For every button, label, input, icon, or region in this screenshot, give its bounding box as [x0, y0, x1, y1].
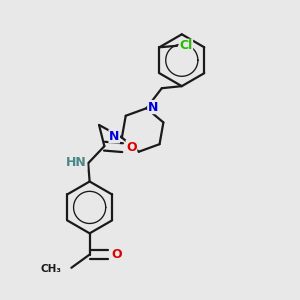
Text: HN: HN — [66, 156, 87, 169]
Text: Cl: Cl — [179, 39, 193, 52]
Text: CH₃: CH₃ — [41, 264, 62, 274]
Text: O: O — [111, 248, 122, 261]
Text: N: N — [148, 100, 158, 114]
Text: N: N — [109, 130, 119, 143]
Text: O: O — [126, 141, 137, 154]
